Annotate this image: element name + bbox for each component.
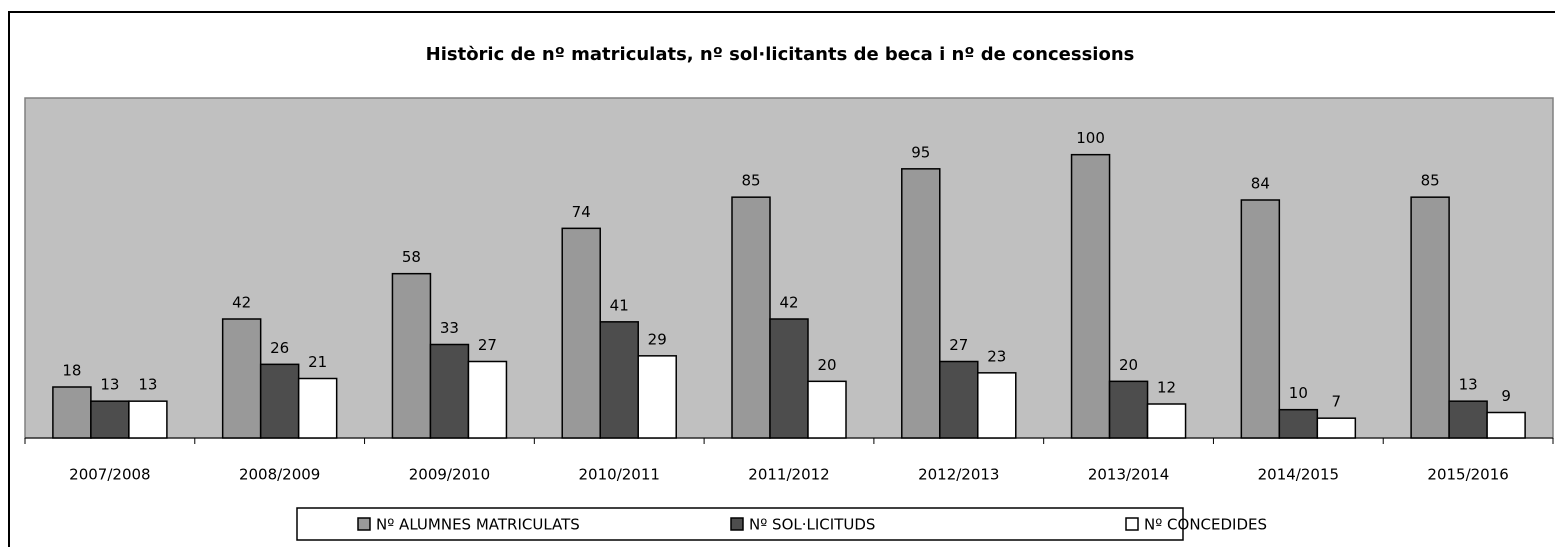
bar [1410, 196, 1450, 439]
legend-label: Nº ALUMNES MATRICULATS [376, 516, 580, 534]
data-label: 33 [440, 319, 459, 337]
legend-swatch [357, 517, 371, 531]
bar [769, 318, 809, 439]
data-label: 42 [232, 294, 251, 312]
bar [297, 377, 338, 439]
data-label: 41 [610, 296, 629, 314]
data-label: 100 [1076, 129, 1105, 147]
bar [1240, 199, 1281, 439]
x-tick-label: 2010/2011 [579, 466, 660, 484]
data-label: 12 [1157, 379, 1176, 397]
bar [1108, 380, 1149, 439]
x-tick-label: 2012/2013 [918, 466, 999, 484]
data-label: 74 [572, 203, 591, 221]
chart-title: Històric de nº matriculats, nº sol·licit… [426, 44, 1135, 65]
bar [128, 400, 168, 439]
bar [977, 372, 1017, 439]
bar [939, 360, 979, 439]
bar [1448, 400, 1488, 439]
bar [259, 363, 300, 439]
data-label: 20 [1119, 356, 1138, 374]
bar [1486, 411, 1526, 439]
data-label: 27 [949, 336, 968, 354]
legend-label: Nº SOL·LICITUDS [749, 516, 875, 534]
data-label: 26 [270, 339, 289, 357]
data-label: 84 [1251, 175, 1270, 193]
bar [221, 318, 262, 439]
x-tick-label: 2014/2015 [1258, 466, 1339, 484]
data-label: 85 [1421, 172, 1440, 190]
x-tick-label: 2015/2016 [1427, 466, 1508, 484]
legend-swatch [1125, 517, 1139, 531]
bar [637, 355, 677, 439]
data-label: 13 [138, 376, 157, 394]
data-label: 95 [911, 143, 930, 161]
data-label: 29 [648, 330, 667, 348]
x-tick-label: 2007/2008 [69, 466, 150, 484]
data-label: 42 [779, 294, 798, 312]
data-label: 58 [402, 248, 421, 266]
data-label: 13 [100, 376, 119, 394]
x-tick-label: 2013/2014 [1088, 466, 1169, 484]
x-tick-label: 2009/2010 [409, 466, 490, 484]
legend-label: Nº CONCEDIDES [1144, 516, 1267, 534]
x-tick-label: 2008/2009 [239, 466, 320, 484]
bar [52, 386, 92, 439]
data-label: 13 [1459, 376, 1478, 394]
data-label: 27 [478, 336, 497, 354]
data-label: 21 [308, 353, 327, 371]
bar [1146, 403, 1187, 439]
data-label: 20 [817, 356, 836, 374]
bar [90, 400, 130, 439]
data-label: 23 [987, 347, 1006, 365]
bar [1316, 417, 1357, 439]
bar [429, 343, 470, 439]
bar [1278, 408, 1319, 439]
bar [561, 227, 601, 439]
data-label: 9 [1501, 387, 1511, 405]
bar [731, 196, 771, 439]
legend-swatch [730, 517, 744, 531]
bar [467, 360, 508, 439]
data-label: 18 [62, 362, 81, 380]
bar [807, 380, 847, 439]
bar [1070, 153, 1111, 439]
data-label: 10 [1289, 384, 1308, 402]
data-label: 7 [1332, 393, 1342, 411]
bar [901, 168, 941, 439]
bar [391, 272, 432, 439]
data-label: 85 [741, 172, 760, 190]
x-tick-label: 2011/2012 [748, 466, 829, 484]
bar [599, 321, 639, 439]
